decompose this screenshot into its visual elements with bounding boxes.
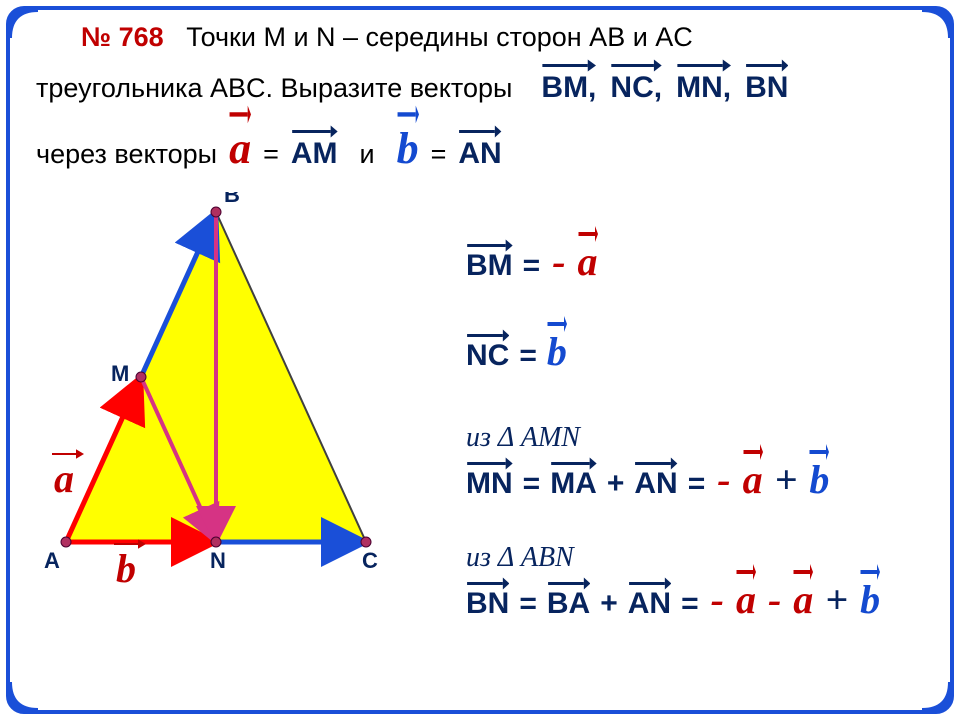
- note-ABN: из Δ ABN: [466, 542, 880, 574]
- vector-BM: BM,: [541, 71, 596, 105]
- slide-content: № 768 Точки M и N – середины сторон AB и…: [36, 22, 940, 700]
- svg-text:C: C: [362, 548, 378, 573]
- note-AMN: из Δ AMN: [466, 422, 829, 454]
- eq-BN: из Δ ABN BN = BA + AN = -a-a+b: [466, 542, 880, 620]
- vector-NC: NC,: [610, 71, 662, 105]
- eq-MN: из Δ AMN MN = MA + AN = -a+b: [466, 422, 829, 500]
- svg-text:B: B: [224, 192, 240, 207]
- problem-text-1: Точки M и N – середины сторон AB и AC: [186, 22, 693, 52]
- svg-text:A: A: [44, 548, 60, 573]
- svg-text:M: M: [111, 361, 129, 386]
- problem-text-3: через векторы: [36, 139, 217, 170]
- vector-AM: AM: [291, 137, 338, 171]
- equals: =: [263, 139, 279, 170]
- problem-text-2: треугольника ABC. Выразите векторы: [36, 73, 512, 103]
- and-word: и: [360, 139, 375, 170]
- vector-b: b: [397, 123, 419, 174]
- svg-text:b: b: [116, 546, 136, 591]
- problem-line-1: № 768 Точки M и N – середины сторон AB и…: [36, 22, 940, 53]
- equals: =: [431, 139, 447, 170]
- problem-line-2: треугольника ABC. Выразите векторы BM, NC…: [36, 71, 940, 105]
- vector-a: a: [229, 123, 251, 174]
- problem-number: № 768: [81, 22, 164, 52]
- svg-text:a: a: [54, 456, 74, 501]
- triangle-diagram: A B C M Nab: [36, 192, 416, 632]
- problem-line-3: через векторы a = AM и b = AN: [36, 123, 940, 174]
- eq-NC: NC = b: [466, 332, 567, 372]
- vector-BN: BN: [745, 71, 788, 105]
- svg-text:N: N: [210, 548, 226, 573]
- eq-BM: BM = -a: [466, 242, 598, 282]
- vector-MN: MN,: [676, 71, 731, 105]
- vector-AN: AN: [458, 137, 501, 171]
